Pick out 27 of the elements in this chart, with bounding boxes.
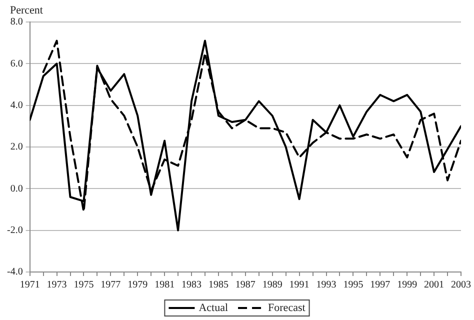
x-tick-label: 2003 xyxy=(451,280,471,291)
x-tick-label: 1987 xyxy=(235,280,256,291)
x-tick-label: 1981 xyxy=(154,280,175,291)
x-tick-label: 1979 xyxy=(128,280,148,291)
x-tick-label: 1971 xyxy=(20,280,40,291)
y-tick-label: 6.0 xyxy=(10,58,23,70)
x-tick-label: 1993 xyxy=(316,280,336,291)
y-tick-label: -4.0 xyxy=(6,266,23,278)
x-tick-label: 1975 xyxy=(74,280,94,291)
y-tick-label: 8.0 xyxy=(10,16,23,28)
x-tick-label: 1991 xyxy=(289,280,310,291)
y-tick-label: 0.0 xyxy=(10,183,23,194)
y-tick-label: -2.0 xyxy=(6,224,23,236)
x-tick-label: 1983 xyxy=(182,280,202,291)
x-tick-label: 1985 xyxy=(208,280,228,291)
legend-label: Forecast xyxy=(268,302,306,314)
x-tick-label: 1989 xyxy=(262,280,282,291)
y-axis-title: Percent xyxy=(10,4,43,16)
y-tick-label: 2.0 xyxy=(10,142,23,153)
y-tick-label: 4.0 xyxy=(10,100,23,111)
x-tick-label: 1999 xyxy=(397,280,418,291)
x-tick-label: 1997 xyxy=(370,280,390,291)
x-tick-label: 2001 xyxy=(424,280,444,291)
x-tick-label: 1973 xyxy=(46,280,67,291)
x-tick-label: 1995 xyxy=(343,280,364,291)
legend-label: Actual xyxy=(198,302,228,314)
x-tick-label: 1977 xyxy=(100,280,121,291)
